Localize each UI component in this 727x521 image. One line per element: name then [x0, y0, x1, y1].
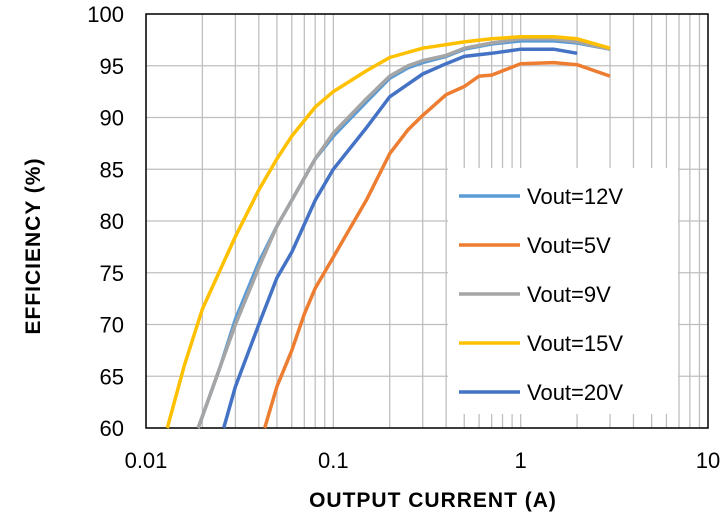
- y-tick-label: 100: [87, 2, 124, 27]
- plot-area-border: [145, 13, 709, 429]
- y-tick-label: 85: [100, 157, 124, 182]
- x-axis-tick-labels: 0.01 0.1 1 10: [125, 448, 721, 473]
- series-line-5: [222, 47, 578, 429]
- legend-label: Vout=9V: [527, 282, 611, 307]
- y-tick-label: 65: [100, 364, 124, 389]
- y-axis-title: EFFICIENCY (%): [22, 158, 45, 335]
- legend-label: Vout=12V: [527, 184, 623, 209]
- series-line-4: [165, 35, 611, 429]
- x-tick-label: 10: [696, 448, 720, 473]
- x-tick-label: 0.1: [318, 448, 349, 473]
- y-tick-label: 75: [100, 261, 124, 286]
- series-line-3: [196, 37, 611, 429]
- y-tick-label: 95: [100, 54, 124, 79]
- x-tick-label: 1: [515, 448, 527, 473]
- legend-label: Vout=5V: [527, 233, 611, 258]
- y-tick-label: 70: [100, 313, 124, 338]
- series-line-2: [263, 60, 611, 429]
- x-tick-label: 0.01: [125, 448, 168, 473]
- x-axis-title: OUTPUT CURRENT (A): [309, 489, 557, 512]
- legend-label: Vout=15V: [527, 331, 623, 356]
- legend-label: Vout=20V: [527, 380, 623, 405]
- legend: Vout=12V Vout=5V Vout=9V Vout=15V Vout=20V: [459, 184, 623, 405]
- y-tick-label: 90: [100, 106, 124, 131]
- legend-background: [448, 168, 678, 414]
- data-series: [165, 35, 611, 429]
- y-axis-tick-labels: 60 65 70 75 80 85 90 95 100: [87, 2, 124, 441]
- y-tick-label: 80: [100, 209, 124, 234]
- y-tick-label: 60: [100, 416, 124, 441]
